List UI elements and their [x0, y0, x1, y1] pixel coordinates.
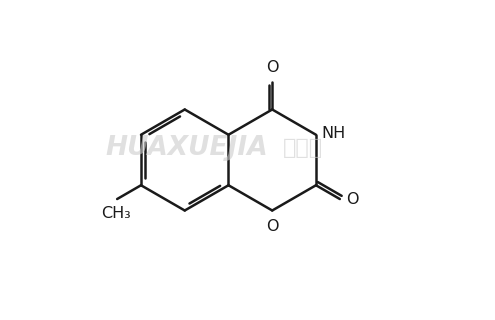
Text: CH₃: CH₃ — [101, 206, 131, 221]
Text: HUAXUEJIA: HUAXUEJIA — [105, 135, 268, 161]
Text: 化学加: 化学加 — [283, 138, 323, 158]
Text: O: O — [346, 192, 359, 206]
Text: O: O — [266, 219, 279, 234]
Text: NH: NH — [321, 126, 346, 141]
Text: O: O — [266, 60, 279, 75]
